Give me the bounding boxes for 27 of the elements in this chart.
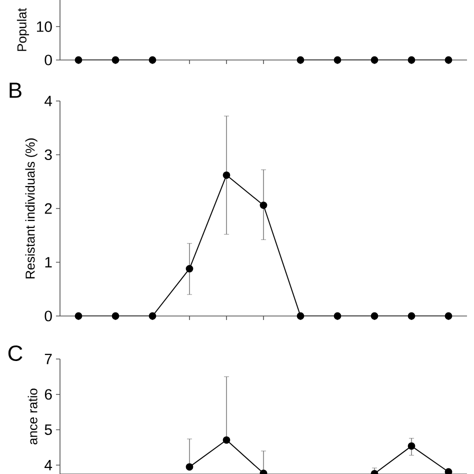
point xyxy=(74,312,82,320)
chart-title: C xyxy=(8,345,22,362)
y-axis-title: Populat xyxy=(16,8,30,51)
point xyxy=(186,265,194,272)
point xyxy=(370,312,378,320)
y-tick-label: 6 xyxy=(44,389,52,400)
point xyxy=(408,312,416,320)
y-tick-label: 4 xyxy=(44,460,52,470)
y-tick-label: 3 xyxy=(44,149,52,160)
point xyxy=(148,312,156,320)
y-tick-label: 5 xyxy=(44,424,52,435)
point xyxy=(444,312,452,320)
y-tick-label: 0 xyxy=(44,54,52,66)
point xyxy=(112,312,120,320)
y-tick-label: 10 xyxy=(37,21,52,32)
point xyxy=(222,171,230,179)
point xyxy=(296,312,304,320)
y-tick-label: 2 xyxy=(44,203,52,214)
y-tick-label: 4 xyxy=(44,96,52,106)
point xyxy=(334,312,342,320)
y-axis-title: Resistant individuals (%) xyxy=(25,138,38,278)
chart-title: B xyxy=(10,82,22,98)
point xyxy=(260,202,268,209)
y-tick-label: 0 xyxy=(44,310,52,322)
y-tick-label: 7 xyxy=(44,354,52,364)
y-axis-title: ance ratio xyxy=(28,388,38,444)
y-tick-label: 1 xyxy=(45,257,52,268)
